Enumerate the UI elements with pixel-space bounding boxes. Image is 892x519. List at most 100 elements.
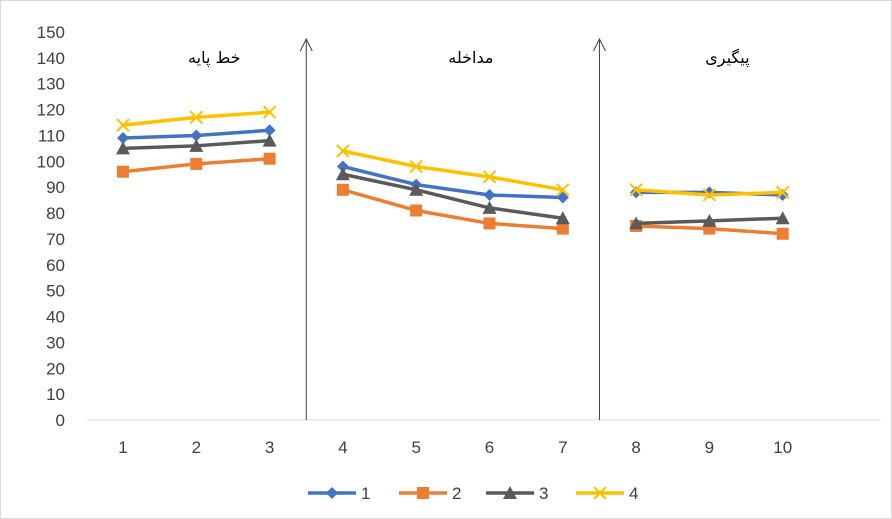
- data-point-x-stroke: [262, 105, 277, 119]
- y-tick-label: 130: [37, 75, 65, 94]
- y-tick-label: 0: [56, 411, 65, 430]
- data-point-x: [775, 185, 790, 200]
- y-tick-label: 120: [37, 101, 65, 120]
- y-tick-label: 80: [46, 204, 65, 223]
- data-point-diamond: [556, 191, 569, 204]
- y-tick-label: 90: [46, 178, 65, 197]
- series-2: [117, 152, 789, 240]
- x-tick-label: 1: [118, 438, 127, 457]
- data-point-x-stroke: [409, 159, 423, 174]
- data-point-diamond: [336, 160, 349, 173]
- data-point-triangle: [702, 213, 717, 227]
- data-point-triangle: [629, 216, 644, 230]
- legend-label: 1: [361, 484, 370, 503]
- data-point-x: [189, 110, 204, 125]
- legend-label: 3: [539, 484, 548, 503]
- phase-labels: خط پایه مداخله پیگیری: [188, 48, 750, 68]
- data-point-diamond: [326, 487, 338, 499]
- data-point-x-stroke: [336, 144, 350, 158]
- data-point-square: [190, 157, 203, 170]
- data-point-x: [482, 170, 497, 184]
- data-point-triangle: [503, 486, 517, 499]
- data-point-triangle: [189, 138, 204, 152]
- data-point-x: [593, 486, 607, 500]
- series-line: [341, 164, 565, 200]
- series-3: [116, 133, 790, 230]
- y-tick-label: 110: [38, 126, 65, 145]
- data-point-diamond: [190, 129, 203, 142]
- series-4: [116, 105, 790, 202]
- y-tick-label: 100: [37, 152, 65, 171]
- data-point-x-stroke: [556, 183, 570, 197]
- legend: 1 2 3 4: [308, 484, 638, 503]
- phase-label: مداخله: [448, 48, 493, 67]
- phase-divider-arrowhead: [593, 37, 606, 52]
- data-point-diamond: [117, 132, 129, 145]
- legend-item-3: 3: [486, 484, 548, 503]
- data-point-x: [409, 159, 423, 174]
- data-point-x: [629, 183, 643, 197]
- legend-label: 4: [629, 484, 638, 503]
- x-tick-label: 10: [773, 438, 792, 457]
- legend-label: 2: [452, 484, 461, 503]
- series-line: [341, 172, 565, 220]
- legend-item-4: 4: [576, 484, 638, 503]
- phase-divider-arrowhead: [299, 37, 313, 52]
- phase-label: خط پایه: [188, 48, 241, 68]
- x-tick-label: 5: [411, 438, 420, 457]
- series-line: [341, 149, 565, 192]
- data-point-x-stroke: [189, 110, 204, 125]
- y-tick-label: 10: [46, 385, 65, 404]
- data-point-x-stroke: [482, 170, 497, 184]
- data-point-x-stroke: [593, 486, 607, 500]
- y-axis-ticks: 0 10 20 30 40 50 60 70 80 90 100 110 120 130 140 150: [37, 23, 65, 430]
- y-tick-label: 50: [46, 282, 65, 301]
- data-point-x: [262, 105, 277, 119]
- data-point-square: [263, 152, 276, 165]
- y-tick-label: 140: [37, 49, 65, 68]
- y-tick-label: 60: [46, 256, 65, 275]
- y-tick-label: 70: [46, 230, 65, 249]
- data-point-x: [336, 144, 350, 158]
- phase-label: پیگیری: [705, 48, 749, 68]
- data-point-square: [117, 165, 129, 178]
- y-tick-label: 30: [46, 333, 65, 352]
- x-tick-label: 9: [705, 438, 714, 457]
- x-tick-label: 4: [338, 438, 347, 457]
- data-point-triangle: [335, 167, 350, 181]
- y-tick-label: 150: [37, 23, 65, 42]
- data-point-triangle: [116, 141, 130, 155]
- series-line: [341, 188, 565, 231]
- legend-item-1: 1: [308, 484, 370, 503]
- data-point-square: [556, 222, 569, 235]
- data-point-x: [556, 183, 570, 197]
- y-tick-label: 40: [46, 308, 65, 327]
- y-tick-label: 20: [46, 359, 65, 378]
- data-point-square: [417, 487, 429, 499]
- data-point-x-stroke: [116, 118, 130, 132]
- x-tick-label: 8: [631, 438, 640, 457]
- data-point-triangle: [262, 133, 277, 147]
- data-point-x-stroke: [629, 183, 643, 197]
- phase-dividers: [299, 37, 606, 420]
- data-point-x-stroke: [775, 185, 790, 200]
- data-point-square: [776, 227, 789, 240]
- legend-item-2: 2: [399, 484, 461, 503]
- data-point-x-stroke: [702, 188, 717, 202]
- data-point-triangle: [482, 200, 497, 214]
- data-point-triangle: [775, 211, 790, 225]
- x-tick-label: 2: [192, 438, 201, 457]
- x-tick-label: 7: [558, 438, 567, 457]
- data-point-square: [336, 183, 349, 196]
- data-point-square: [410, 204, 423, 217]
- data-point-triangle: [555, 211, 570, 225]
- data-point-diamond: [483, 188, 496, 201]
- data-point-diamond: [263, 124, 276, 137]
- series-group: [116, 105, 790, 240]
- data-point-x: [116, 118, 130, 132]
- data-point-triangle: [409, 182, 424, 196]
- data-point-square: [483, 217, 496, 230]
- data-point-x: [702, 188, 717, 202]
